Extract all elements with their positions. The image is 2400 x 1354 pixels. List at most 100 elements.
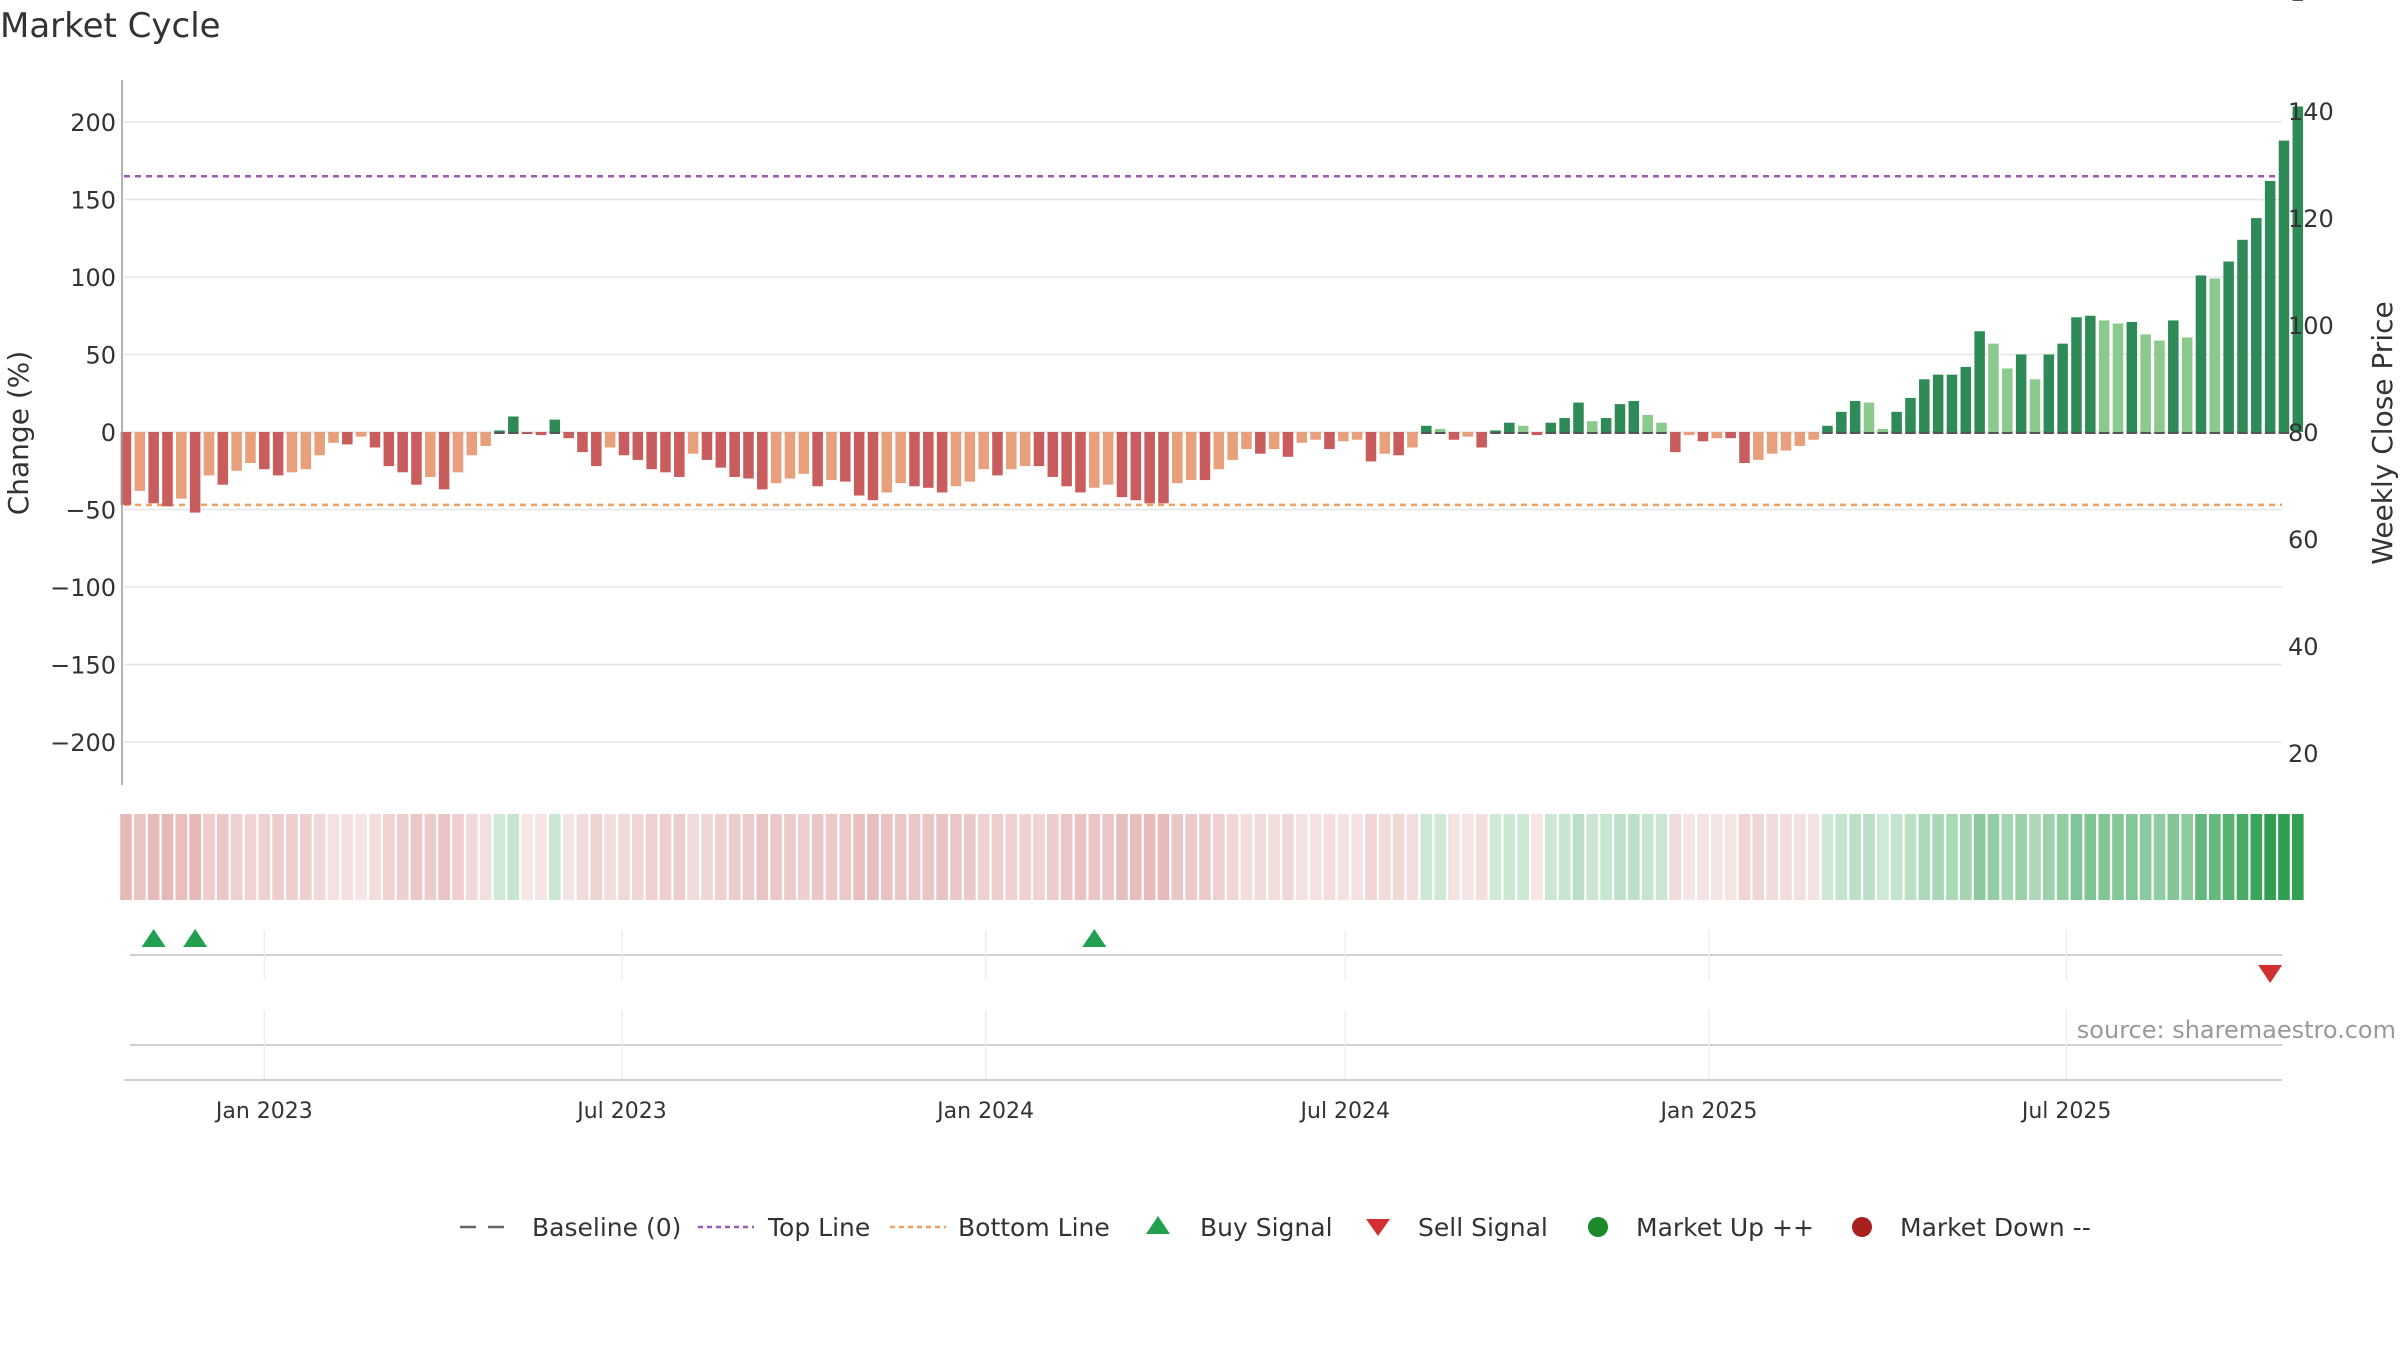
trend-strip-cell xyxy=(2222,814,2235,900)
trend-strip-cell xyxy=(1669,814,1682,900)
trend-strip-cell xyxy=(216,814,229,900)
change-bar xyxy=(674,432,685,477)
trend-strip-cell xyxy=(1033,814,1045,900)
change-bar xyxy=(1766,432,1778,454)
trend-strip-cell xyxy=(1240,814,1253,900)
trend-strip-cell xyxy=(1973,814,1986,900)
change-bar xyxy=(1628,401,1640,432)
x-tick-label: Jan 2024 xyxy=(935,1099,1034,1124)
change-bar xyxy=(1310,432,1321,440)
trend-strip-cell xyxy=(1088,814,1101,900)
trend-strip-cell xyxy=(1890,814,1903,900)
change-bar xyxy=(812,432,823,487)
trend-strip-cell xyxy=(604,814,616,900)
y-tick-label-left: −200 xyxy=(50,729,116,757)
y-tick-label-right: 140 xyxy=(2288,98,2334,126)
change-bar xyxy=(1448,432,1460,440)
trend-strip-cell xyxy=(1365,814,1377,900)
trend-strip-cell xyxy=(299,814,312,900)
change-bar xyxy=(936,432,948,493)
change-bar xyxy=(1504,422,1515,432)
trend-strip-cell xyxy=(867,814,879,900)
change-bar xyxy=(1268,432,1280,450)
change-bar xyxy=(1946,374,1958,432)
change-bar xyxy=(687,432,699,454)
trend-strip-cell xyxy=(1420,814,1433,900)
change-bar xyxy=(300,432,312,470)
change-bar xyxy=(646,432,657,470)
trend-strip-cell xyxy=(1448,814,1460,900)
trend-strip-cell xyxy=(355,814,367,900)
change-bar xyxy=(1213,432,1225,470)
change-bar xyxy=(245,432,256,463)
change-bar xyxy=(466,432,478,456)
change-bar xyxy=(2140,334,2151,432)
trend-strip-cell xyxy=(1116,814,1128,900)
trend-strip-cell xyxy=(424,814,437,900)
change-bar xyxy=(1490,430,1501,432)
trend-strip-cell xyxy=(1586,814,1599,900)
trend-strip-cell xyxy=(1946,814,1958,900)
change-bar xyxy=(314,432,325,456)
trend-strip-cell xyxy=(1544,814,1557,900)
trend-strip-cell xyxy=(1143,814,1156,900)
change-bar xyxy=(1656,422,1667,432)
trend-strip-cell xyxy=(728,814,741,900)
y-tick-label-right: 80 xyxy=(2288,419,2319,447)
change-bar xyxy=(729,432,740,477)
trend-strip-cell xyxy=(147,814,160,900)
change-bar xyxy=(1421,425,1432,432)
trend-strip-cell xyxy=(1683,814,1695,900)
trend-strip-cell xyxy=(2250,814,2263,900)
trend-strip-cell xyxy=(286,814,298,900)
trend-strip-cell xyxy=(2070,814,2083,900)
buy-signal-marker xyxy=(1082,929,1107,947)
change-bar xyxy=(2071,317,2082,432)
trend-strip-cell xyxy=(203,814,215,900)
change-bar xyxy=(1393,432,1404,456)
change-bar xyxy=(369,432,381,448)
axes: 200 150 100 50 0 −50 −100 −150 −200 140 120 100 80 60… xyxy=(50,80,2334,1124)
change-bar xyxy=(521,432,533,434)
change-bar xyxy=(2209,278,2221,432)
trend-strip-cell xyxy=(659,814,672,900)
x-tick-label: Jul 2023 xyxy=(575,1099,667,1124)
trend-strip-cell xyxy=(908,814,921,900)
trend-strip-cell xyxy=(1337,814,1350,900)
trend-strip-cell xyxy=(1309,814,1322,900)
trend-strip-cell xyxy=(2112,814,2124,900)
y-tick-label-right: 100 xyxy=(2288,312,2334,340)
legend-label: Market Down -- xyxy=(1900,1213,2091,1242)
trend-strip-cell xyxy=(2029,814,2041,900)
trend-strip-cell xyxy=(2001,814,2014,900)
change-bar xyxy=(2154,340,2165,432)
change-bar xyxy=(1047,432,1059,477)
change-bar xyxy=(2002,368,2013,432)
change-bar xyxy=(604,432,616,448)
legend-label: Bottom Line xyxy=(958,1213,1110,1242)
legend-label: Top Line xyxy=(767,1213,870,1242)
y-axis-right-label: Weekly Close Price xyxy=(2366,301,2399,564)
legend-market-down-symbol xyxy=(1852,1217,1872,1237)
change-bar xyxy=(452,432,464,473)
change-bar xyxy=(494,430,505,432)
trend-strip-cell xyxy=(1295,814,1308,900)
change-bar xyxy=(826,432,837,481)
trend-strip-cell xyxy=(272,814,284,900)
trend-strip-cell xyxy=(1752,814,1765,900)
trend-strip-cell xyxy=(936,814,948,900)
change-bar xyxy=(1033,432,1045,467)
change-bar xyxy=(2181,337,2193,432)
trend-strip-cell xyxy=(479,814,492,900)
trend-strip-cell xyxy=(2056,814,2069,900)
change-bar xyxy=(397,432,408,473)
trend-strip-cell xyxy=(1461,814,1474,900)
change-bar xyxy=(770,432,782,484)
trend-strip-cell xyxy=(230,814,243,900)
trend-strip-cell xyxy=(2125,814,2138,900)
trend-strip-cell xyxy=(1378,814,1391,900)
change-bar xyxy=(203,432,215,476)
change-bar xyxy=(2029,379,2041,432)
change-bar xyxy=(355,432,367,437)
